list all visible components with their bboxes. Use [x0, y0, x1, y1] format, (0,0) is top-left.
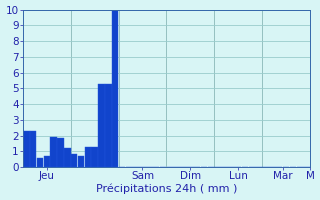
Bar: [50, 137, 57, 167]
Bar: [71, 154, 77, 167]
Bar: [112, 10, 118, 167]
Bar: [92, 147, 98, 167]
Bar: [37, 158, 43, 167]
Bar: [78, 156, 84, 167]
Bar: [98, 84, 105, 167]
Bar: [105, 84, 112, 167]
Bar: [44, 156, 50, 167]
Bar: [84, 147, 91, 167]
Bar: [30, 131, 36, 167]
Bar: [57, 138, 64, 167]
Bar: [64, 148, 70, 167]
Bar: [23, 131, 29, 167]
X-axis label: Précipitations 24h ( mm ): Précipitations 24h ( mm ): [96, 184, 237, 194]
